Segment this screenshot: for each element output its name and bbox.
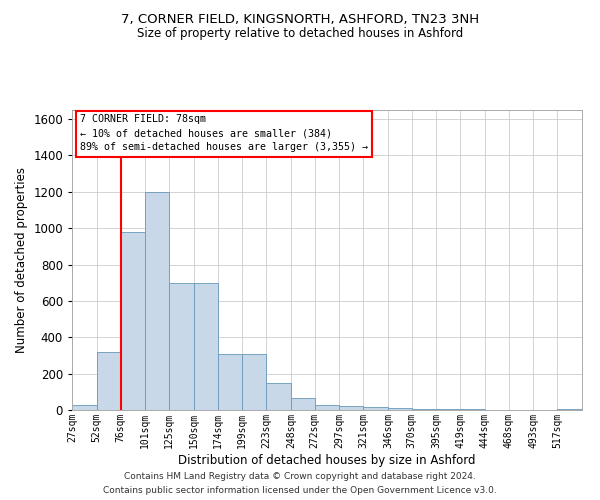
Bar xyxy=(388,408,412,410)
Y-axis label: Number of detached properties: Number of detached properties xyxy=(14,167,28,353)
Bar xyxy=(121,232,145,410)
Bar xyxy=(460,409,485,410)
Text: 7, CORNER FIELD, KINGSNORTH, ASHFORD, TN23 3NH: 7, CORNER FIELD, KINGSNORTH, ASHFORD, TN… xyxy=(121,12,479,26)
Bar xyxy=(436,409,460,410)
Bar xyxy=(314,404,340,410)
Bar xyxy=(412,409,436,410)
Bar xyxy=(218,354,242,410)
Bar xyxy=(291,398,314,410)
X-axis label: Distribution of detached houses by size in Ashford: Distribution of detached houses by size … xyxy=(178,454,476,466)
Text: Contains public sector information licensed under the Open Government Licence v3: Contains public sector information licen… xyxy=(103,486,497,495)
Text: Contains HM Land Registry data © Crown copyright and database right 2024.: Contains HM Land Registry data © Crown c… xyxy=(124,472,476,481)
Bar xyxy=(145,192,169,410)
Bar xyxy=(72,404,97,410)
Text: Size of property relative to detached houses in Ashford: Size of property relative to detached ho… xyxy=(137,28,463,40)
Bar xyxy=(194,282,218,410)
Text: 7 CORNER FIELD: 78sqm
← 10% of detached houses are smaller (384)
89% of semi-det: 7 CORNER FIELD: 78sqm ← 10% of detached … xyxy=(80,114,368,152)
Bar xyxy=(557,409,582,410)
Bar xyxy=(242,354,266,410)
Bar xyxy=(97,352,121,410)
Bar xyxy=(169,282,194,410)
Bar xyxy=(266,382,291,410)
Bar xyxy=(363,408,388,410)
Bar xyxy=(340,406,363,410)
